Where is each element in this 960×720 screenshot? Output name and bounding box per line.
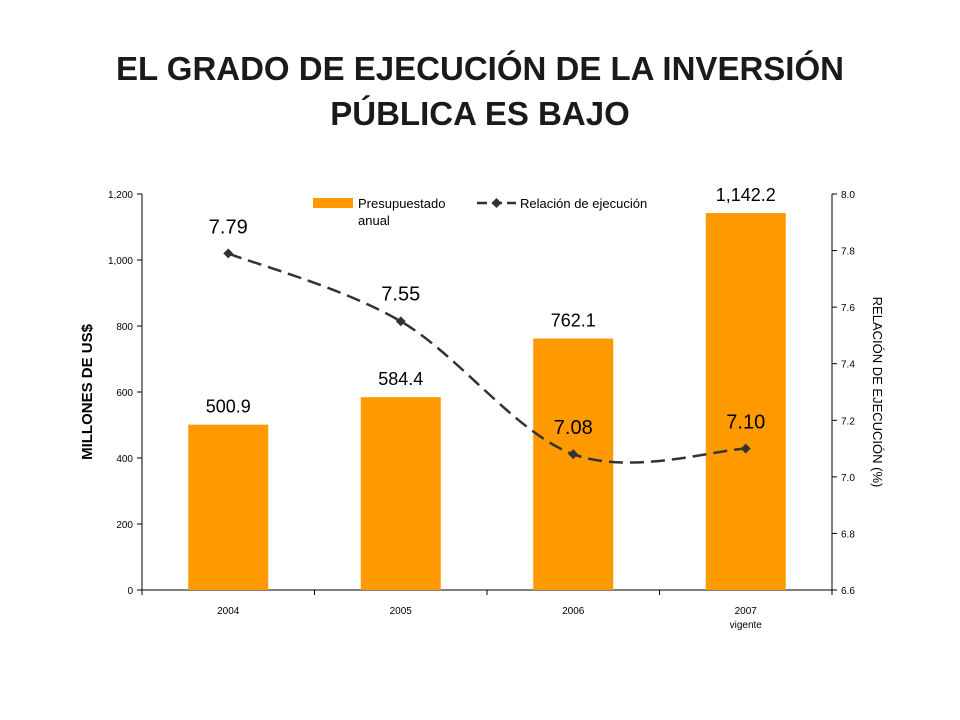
y-axis-title: MILLONES DE US$ [79, 323, 96, 460]
ratio-marker [568, 449, 579, 460]
chart-title: EL GRADO DE EJECUCIÓN DE LA INVERSIÓN PÚ… [0, 46, 960, 136]
x-tick-label: 2005 [390, 606, 413, 617]
ratio-marker [395, 316, 406, 327]
bar-value-label: 762.1 [551, 311, 596, 331]
bar-value-label: 1,142.2 [716, 185, 776, 205]
legend-swatch-marker [491, 198, 502, 208]
y2-axis-title: RELACIÓN DE EJECUCIÓN (%) [870, 297, 885, 488]
y-tick-label: 200 [116, 520, 133, 531]
legend-label-bar-2: anual [358, 213, 390, 228]
legend-swatch-bar [313, 198, 353, 208]
x-tick-label: 2004 [217, 606, 240, 617]
y-tick-label: 0 [127, 586, 133, 597]
legend-label-bar: Presupuestado [358, 196, 445, 211]
bar [188, 424, 269, 590]
y2-tick-label: 7.0 [841, 473, 855, 484]
y-tick-label: 400 [116, 454, 133, 465]
x-tick-label: 2007 [735, 606, 758, 617]
ratio-value-label: 7.55 [381, 283, 420, 305]
chart-title-line-2: PÚBLICA ES BAJO [330, 95, 630, 132]
bar [705, 213, 786, 590]
data-labels: 500.9 584.4 762.1 1,142.2 7.79 7.55 7.08 7.10 [206, 185, 776, 439]
bar-series [188, 213, 786, 590]
chart-axes: 0 200 400 600 800 1,000 1,200 6.6 6.8 7.0 7.2 7.4 7.… [79, 190, 885, 631]
ratio-marker [740, 443, 751, 454]
y2-tick-label: 8.0 [841, 190, 855, 201]
ratio-value-label: 7.08 [554, 417, 593, 439]
y2-tick-label: 7.2 [841, 416, 855, 427]
line-series [223, 248, 751, 464]
bar [360, 397, 441, 590]
ratio-marker [223, 248, 234, 259]
x-tick-label: 2006 [562, 606, 585, 617]
x-tick-sublabel: vigente [730, 620, 763, 631]
legend-label-line: Relación de ejecución [520, 196, 647, 211]
y2-tick-label: 6.8 [841, 529, 855, 540]
ratio-line [227, 252, 746, 464]
y2-tick-label: 7.6 [841, 303, 855, 314]
y-tick-label: 600 [116, 388, 133, 399]
y2-tick-label: 6.6 [841, 586, 855, 597]
bar [533, 338, 614, 590]
y-tick-label: 1,200 [108, 190, 133, 201]
y2-tick-label: 7.8 [841, 247, 855, 258]
chart-title-line-1: EL GRADO DE EJECUCIÓN DE LA INVERSIÓN [116, 50, 844, 87]
bar-value-label: 500.9 [206, 397, 251, 417]
bar-value-label: 584.4 [378, 369, 423, 389]
y-tick-label: 1,000 [108, 256, 133, 267]
ratio-value-label: 7.79 [209, 216, 248, 238]
ratio-value-label: 7.10 [726, 412, 765, 434]
legend: Presupuestado anual Relación de ejecución [313, 196, 647, 228]
y-tick-label: 800 [116, 322, 133, 333]
y2-tick-label: 7.4 [841, 360, 855, 371]
